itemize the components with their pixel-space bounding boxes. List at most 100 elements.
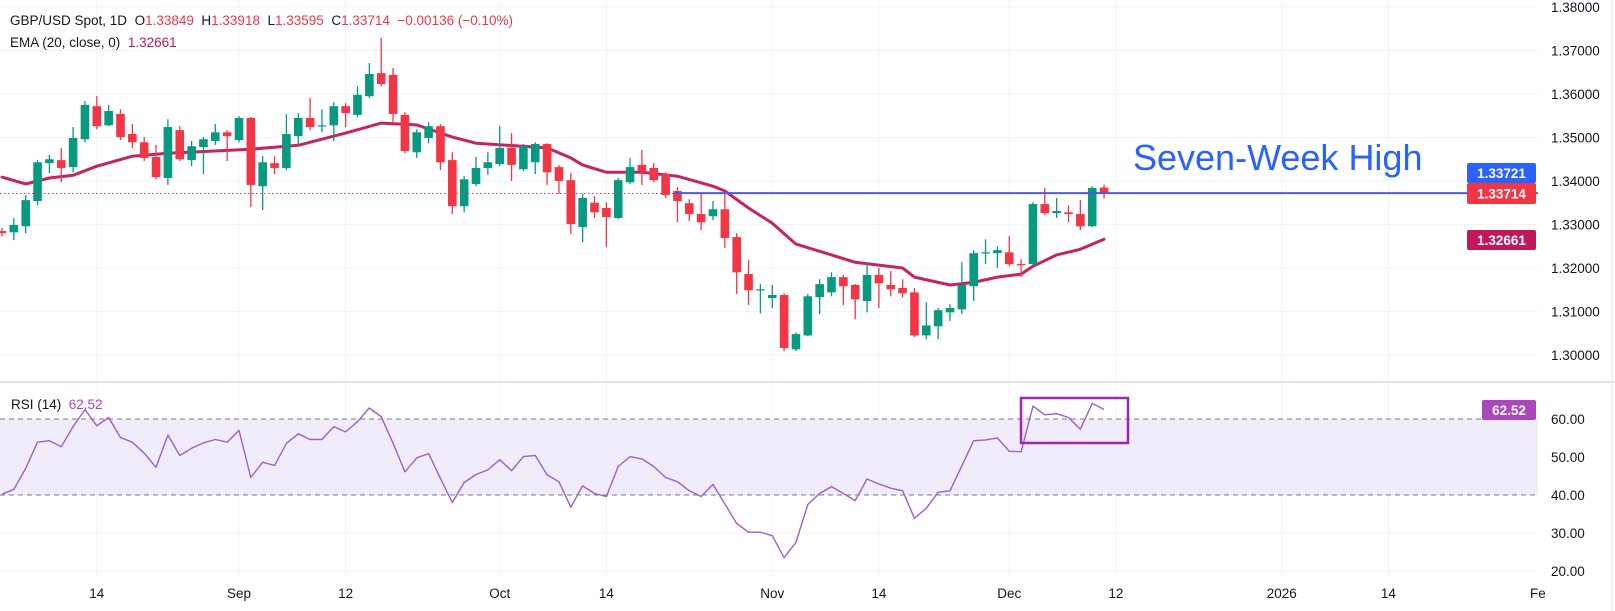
candle-down [175,126,185,161]
candle-body [602,207,611,218]
candle-down [151,144,161,180]
candle-body [305,117,315,128]
candle-up [1028,202,1038,268]
candle-down [341,103,350,128]
candle-up [21,194,30,234]
candle-body [436,126,445,163]
candle-down [898,279,907,298]
candle-up [815,279,824,315]
price-tick-label: 1.35000 [1551,131,1600,146]
candle-up [282,114,291,171]
candle-body [791,334,801,350]
candle-up [234,116,244,143]
time-tick-label: Nov [760,586,784,601]
candle-down [92,96,102,130]
candle-up [424,122,433,144]
candle-body [827,277,836,293]
rsi-value-label-box [1482,400,1536,420]
candle-body [495,147,504,165]
time-tick-label: Sep [227,586,251,601]
candle-body [661,174,670,195]
candle-body [424,126,433,138]
candle-up [613,177,623,220]
candle-body [282,134,291,168]
candle-up [933,308,943,340]
candle-down [850,284,860,320]
candle-body [708,209,718,217]
candle-body [720,209,730,238]
candle-body [270,163,279,168]
candle-down [1076,200,1085,231]
candle-body [1064,212,1073,215]
candle-body [756,289,765,291]
last-price-label-text: 1.33714 [1477,187,1526,202]
candle-up [459,176,469,213]
candle-body [21,200,30,227]
candle-down [128,124,137,148]
candle-up [957,262,967,315]
ema-price-label-box [1467,230,1536,250]
ema-legend: EMA (20, close, 0) 1.32661 [10,34,177,51]
open-value: 1.33849 [145,13,194,28]
candle-body [388,74,398,115]
candle-down [744,260,753,305]
price-tick-label: 1.36000 [1551,87,1600,102]
candle-body [448,160,457,207]
candle-body [945,308,955,313]
candle-body [803,296,813,336]
candle-body [1099,187,1109,194]
candle-down [886,271,896,297]
candle-down [56,147,66,183]
low-value: 1.33595 [275,13,324,28]
candle-down [448,152,457,215]
candle-body [696,214,706,223]
rsi-legend: RSI (14) 62.52 [11,396,103,413]
close-label: C [331,13,342,28]
candle-body [471,167,481,185]
symbol-title[interactable]: GBP/USD Spot, 1D [10,13,128,28]
rsi-tick-label: 60.00 [1551,412,1585,427]
candle-body [258,162,267,187]
rsi-label[interactable]: RSI (14) [11,397,62,412]
candle-down [649,163,659,183]
candle-up [163,119,173,185]
candle-up [791,332,801,352]
ema-label[interactable]: EMA (20, close, 0) [10,35,121,50]
candle-body [685,203,694,215]
level-price-label-box [1467,163,1536,183]
candle-body [9,224,19,233]
candle-body [412,132,422,153]
candle-body [222,132,232,137]
candle-up [68,127,78,173]
candle-body [649,167,659,181]
candle-body [151,157,161,178]
candle-down [1004,236,1014,267]
rsi-value-label-text: 62.52 [1492,403,1526,418]
low-label: L [267,13,275,28]
candle-up [293,113,303,145]
candle-body [211,132,220,141]
candle-up [827,272,836,297]
change-value: −0.00136 (−0.10%) [397,13,513,28]
candle-body [199,139,208,148]
candle-body [874,274,884,284]
candle-body [0,231,7,234]
candle-body [80,104,90,140]
price-tick-label: 1.38000 [1551,0,1600,15]
open-label: O [134,13,146,28]
candle-up [317,109,327,133]
candle-down [661,172,670,198]
candle-down [0,227,7,237]
candles [0,37,1109,352]
candle-up [922,302,931,340]
candle-down [779,293,789,352]
candle-up [708,201,718,221]
time-tick-label: 14 [599,586,615,601]
candle-body [933,310,943,327]
candle-up [33,160,42,205]
candle-body [483,162,493,168]
candle-up [1052,197,1061,218]
candle-down [388,67,398,124]
candle-down [1016,259,1026,278]
